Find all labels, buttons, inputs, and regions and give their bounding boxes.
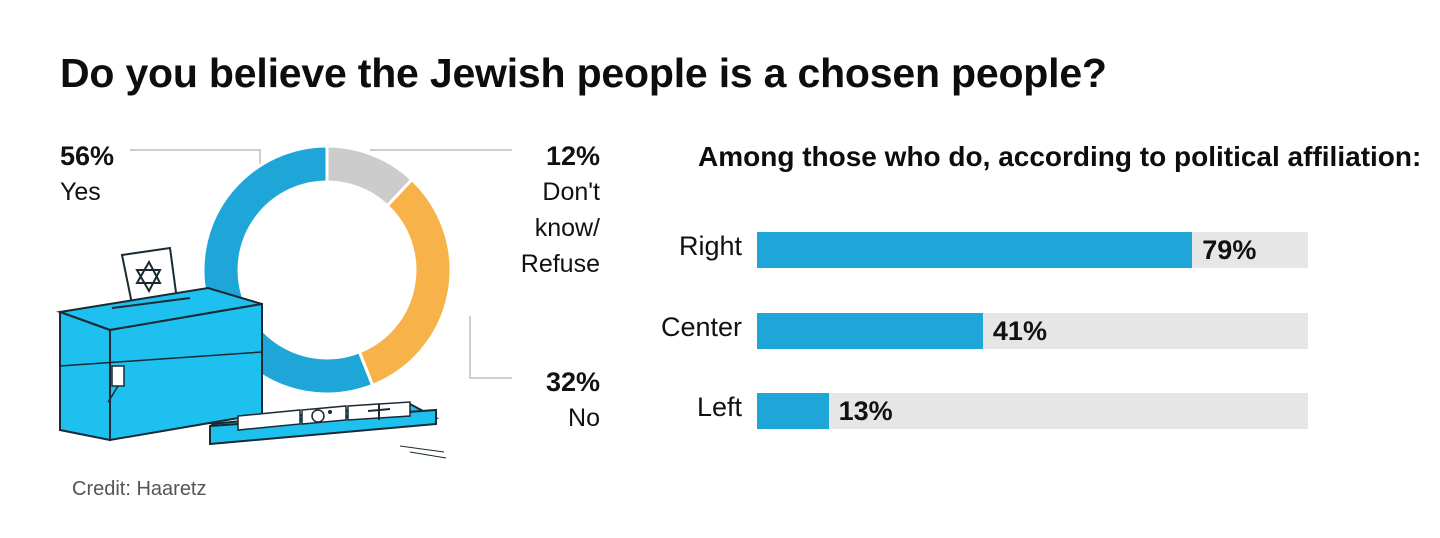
ballot-box-illustration [56,246,447,459]
bar-chart-title: Among those who do, according to politic… [698,141,1422,172]
crescent-icon [311,409,332,423]
credit-text: Credit: Haaretz [72,478,207,500]
bar-row-center: Center 41% [600,312,1310,349]
donut-chart [56,144,512,459]
bar-value-center: 41% [992,316,1047,346]
bar-row-left: Left 13% [600,392,1310,429]
bar-value-left: 13% [838,396,893,426]
bar-category-right: Right [678,231,742,261]
donut-category-dont-know-line1: Don't [542,178,600,206]
donut-category-no: No [568,404,600,432]
star-of-david-icon [135,259,162,294]
chart-title: Do you believe the Jewish people is a ch… [60,50,1107,96]
leader-line-yes [130,149,261,168]
bar-fill-center [757,313,983,349]
donut-value-yes: 56% [60,141,115,171]
donut-category-dont-know-line2: know/ [534,214,600,242]
bar-row-right: Right 79% [600,231,1310,268]
donut-label-dont-know: 12% Don't know/ Refuse [470,138,600,282]
bar-track-left: 13% [757,393,1308,429]
donut-category-dont-know-line3: Refuse [520,250,600,278]
donut-slice-no [357,177,453,388]
bar-fill-right [757,232,1193,268]
donut-label-yes: 56% Yes [60,138,114,210]
bar-value-right: 79% [1202,235,1257,265]
donut-category-yes: Yes [60,178,101,206]
bar-track-center: 41% [757,313,1308,349]
bar-category-left: Left [696,392,742,422]
donut-label-no: 32% No [470,364,600,436]
cross-icon [367,404,391,420]
donut-value-no: 32% [545,367,600,397]
leader-line-no [469,316,512,379]
donut-value-dont-know: 12% [545,141,600,171]
bar-category-center: Center [660,312,742,342]
bar-fill-left [757,393,829,429]
bar-track-right: 79% [757,232,1308,268]
